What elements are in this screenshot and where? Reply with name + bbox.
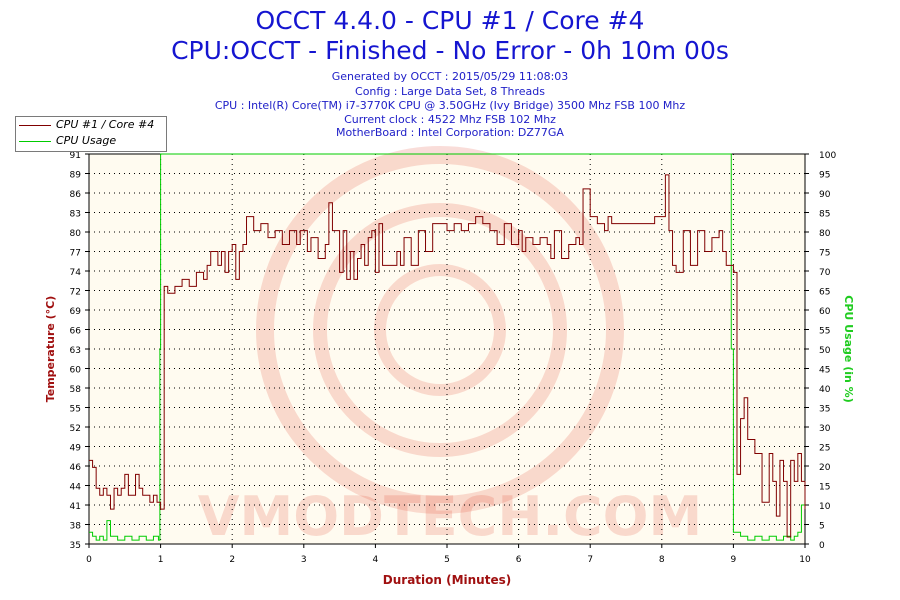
x-tick-label: 2 <box>229 555 235 565</box>
watermark-text: VMODTECH.COM <box>198 485 703 548</box>
chart-subtitle: CPU:OCCT - Finished - No Error - 0h 10m … <box>171 36 729 65</box>
y-tick-label-left: 46 <box>70 463 82 473</box>
legend-label-temperature: CPU #1 / Core #4 <box>56 118 155 131</box>
x-tick-label: 0 <box>86 555 92 565</box>
y-tick-label-right: 0 <box>819 541 825 551</box>
y-tick-label-right: 10 <box>819 502 831 512</box>
y-tick-label-left: 80 <box>70 229 82 239</box>
info-config: Config : Large Data Set, 8 Threads <box>355 85 545 98</box>
series-line-cpu-usage <box>89 153 806 541</box>
y-tick-label-left: 72 <box>70 288 81 298</box>
y-tick-label-right: 95 <box>819 171 830 181</box>
x-tick-label: 1 <box>158 555 164 565</box>
y-tick-label-left: 74 <box>70 268 82 278</box>
y-tick-label-right: 55 <box>819 327 830 337</box>
legend-swatch-temperature <box>19 125 51 126</box>
legend: CPU #1 / Core #4 CPU Usage <box>15 116 167 152</box>
y-tick-label-right: 30 <box>819 424 831 434</box>
legend-item-usage: CPU Usage <box>16 133 166 149</box>
info-generated: Generated by OCCT : 2015/05/29 11:08:03 <box>331 70 569 83</box>
y-tick-label-left: 38 <box>70 522 82 532</box>
y-tick-label-left: 60 <box>70 366 82 376</box>
x-tick-label: 8 <box>659 555 665 565</box>
x-tick-label: 5 <box>444 555 450 565</box>
info-clock: Current clock : 4522 Mhz FSB 102 Mhz <box>344 113 556 126</box>
y-tick-label-left: 55 <box>70 405 81 415</box>
y-tick-label-left: 41 <box>70 502 81 512</box>
legend-label-usage: CPU Usage <box>56 134 117 147</box>
x-tick-label: 9 <box>731 555 737 565</box>
legend-swatch-usage <box>19 141 51 142</box>
y-tick-label-right: 35 <box>819 405 830 415</box>
y-tick-label-right: 80 <box>819 229 831 239</box>
info-cpu: CPU : Intel(R) Core(TM) i7-3770K CPU @ 3… <box>214 99 686 112</box>
y-axis-label-left: Temperature (°C) <box>44 296 57 403</box>
y-tick-label-right: 45 <box>819 366 830 376</box>
y-tick-label-left: 49 <box>70 444 82 454</box>
y-tick-label-right: 85 <box>819 210 830 220</box>
y-tick-label-right: 65 <box>819 288 830 298</box>
y-tick-label-right: 40 <box>819 385 831 395</box>
x-tick-label: 7 <box>587 555 593 565</box>
y-tick-label-left: 83 <box>70 210 81 220</box>
y-tick-label-right: 20 <box>819 463 831 473</box>
y-tick-label-right: 15 <box>819 483 830 493</box>
y-tick-label-left: 86 <box>70 190 82 200</box>
y-tick-label-left: 63 <box>70 346 81 356</box>
y-tick-label-right: 5 <box>819 522 825 532</box>
y-tick-label-right: 70 <box>819 268 831 278</box>
y-tick-label-left: 44 <box>70 483 82 493</box>
y-tick-label-right: 75 <box>819 249 830 259</box>
y-tick-label-left: 66 <box>70 327 82 337</box>
y-tick-label-left: 58 <box>70 385 82 395</box>
y-tick-label-left: 77 <box>70 249 81 259</box>
x-tick-label: 10 <box>799 555 811 565</box>
y-tick-label-left: 89 <box>70 171 82 181</box>
chart-title: OCCT 4.4.0 - CPU #1 / Core #4 <box>255 6 645 35</box>
y-tick-label-left: 35 <box>70 541 81 551</box>
x-axis-label: Duration (Minutes) <box>383 573 511 587</box>
legend-item-temperature: CPU #1 / Core #4 <box>16 117 166 133</box>
y-tick-label-left: 69 <box>70 307 82 317</box>
y-tick-label-right: 50 <box>819 346 831 356</box>
x-tick-label: 6 <box>516 555 522 565</box>
y-tick-label-right: 100 <box>819 151 836 161</box>
y-tick-label-right: 25 <box>819 444 830 454</box>
x-tick-label: 3 <box>301 555 307 565</box>
info-motherboard: MotherBoard : Intel Corporation: DZ77GA <box>336 126 564 139</box>
y-tick-label-right: 60 <box>819 307 831 317</box>
x-tick-label: 4 <box>373 555 379 565</box>
y-axis-label-right: CPU Usage (in %) <box>842 295 855 402</box>
series-line-temperature <box>89 174 806 538</box>
y-tick-label-left: 91 <box>70 151 81 161</box>
y-tick-label-left: 52 <box>70 424 81 434</box>
y-tick-label-right: 90 <box>819 190 831 200</box>
